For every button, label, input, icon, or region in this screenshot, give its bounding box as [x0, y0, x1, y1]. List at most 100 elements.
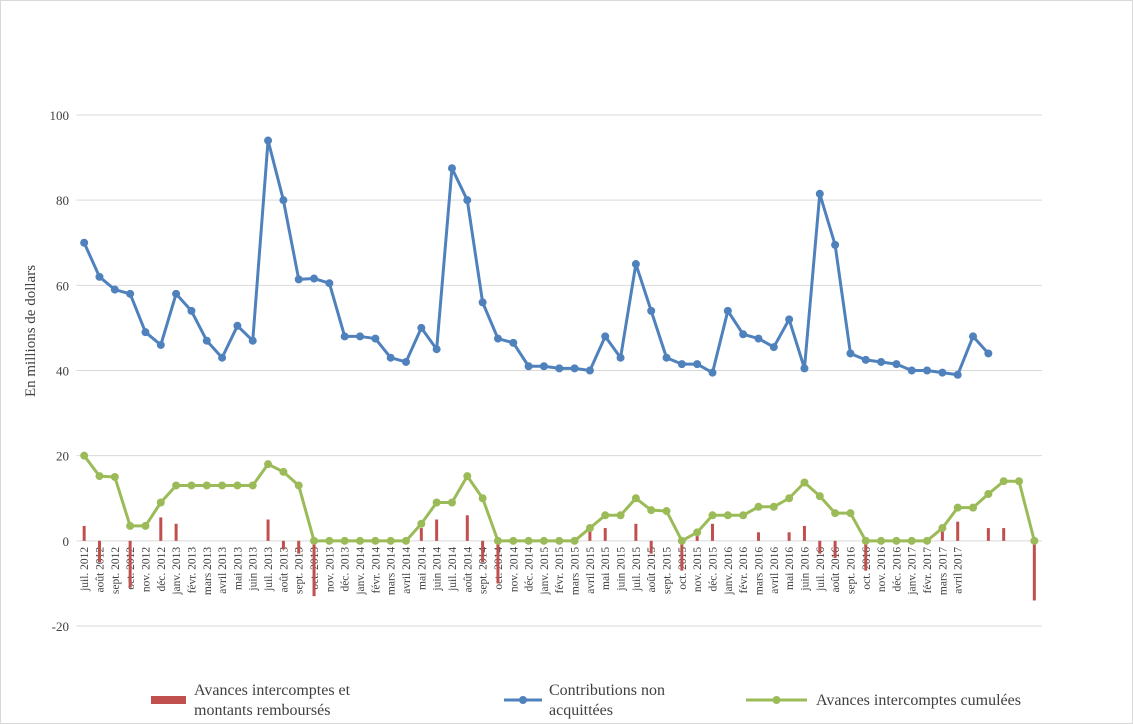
marker [555, 364, 564, 373]
bar [419, 528, 423, 541]
x-tick-label: févr. 2014 [370, 547, 382, 594]
bar [695, 532, 699, 541]
marker [524, 536, 533, 545]
x-tick-label: mai 2015 [600, 547, 612, 590]
marker [463, 196, 472, 205]
marker [187, 481, 196, 490]
bar [940, 528, 944, 541]
x-tick-label: juil. 2014 [447, 547, 459, 592]
marker [708, 368, 717, 377]
marker [754, 334, 763, 343]
legend-label: Avances intercomptes cumulées [816, 692, 1021, 709]
x-tick-label: janv. 2016 [723, 547, 735, 596]
bar [174, 523, 178, 541]
marker [509, 338, 518, 347]
x-tick-label: déc. 2014 [524, 547, 536, 592]
bar [297, 540, 301, 554]
marker [570, 536, 579, 545]
x-tick-label: juin 2014 [432, 547, 444, 592]
marker [126, 521, 135, 530]
bar [603, 528, 607, 541]
marker [831, 240, 840, 249]
marker [647, 506, 656, 515]
marker [371, 334, 380, 343]
marker [815, 189, 824, 198]
marker [631, 494, 640, 503]
x-tick-label: nov. 2014 [508, 547, 520, 593]
marker [923, 536, 932, 545]
marker [861, 355, 870, 364]
marker [647, 306, 656, 315]
x-tick-label: août 2016 [830, 547, 842, 593]
marker [371, 536, 380, 545]
x-tick-label: janv. 2014 [355, 547, 367, 596]
marker [601, 511, 610, 520]
x-tick-label: sept. 2014 [478, 547, 490, 595]
marker [233, 321, 242, 330]
bar [97, 540, 101, 563]
bar [82, 525, 86, 541]
bar [435, 519, 439, 541]
y-tick-label: 80 [56, 193, 69, 208]
x-tick-label: août 2015 [646, 547, 658, 593]
marker [248, 336, 257, 345]
marker [677, 536, 686, 545]
marker [95, 472, 104, 481]
y-tick-label: 0 [63, 534, 70, 549]
marker [723, 306, 732, 315]
marker [141, 521, 150, 530]
marker [539, 536, 548, 545]
y-tick-label: 100 [50, 108, 70, 123]
marker [126, 289, 135, 298]
marker [570, 364, 579, 373]
bar [266, 519, 270, 541]
bar [711, 523, 715, 541]
bar [986, 528, 990, 541]
marker [141, 328, 150, 337]
marker [739, 511, 748, 520]
x-tick-label: févr. 2016 [738, 547, 750, 594]
legend-label: Avances intercomptes et montants rembour… [194, 682, 351, 719]
marker [509, 536, 518, 545]
marker [80, 238, 89, 247]
marker [463, 472, 472, 481]
x-tick-label: févr. 2017 [922, 547, 934, 594]
bar [496, 540, 500, 584]
marker [447, 164, 456, 173]
marker [769, 343, 778, 352]
x-tick-label: nov. 2015 [692, 547, 704, 593]
marker [340, 332, 349, 341]
x-tick-label: déc. 2013 [340, 547, 352, 592]
marker [233, 481, 242, 490]
marker [340, 536, 349, 545]
bar [159, 517, 163, 541]
bar [864, 540, 868, 571]
marker [156, 340, 165, 349]
x-tick-label: nov. 2013 [324, 547, 336, 593]
legend-label: Contributions non acquittées [549, 682, 666, 719]
marker [401, 536, 410, 545]
marker [662, 507, 671, 516]
marker [708, 511, 717, 520]
legend-marker [519, 696, 527, 704]
x-tick-label: sept. 2015 [662, 547, 674, 595]
x-tick-label: mars 2014 [386, 547, 398, 595]
x-tick-label: févr. 2015 [554, 547, 566, 594]
legend-marker [772, 696, 781, 704]
x-tick-label: août 2014 [462, 547, 474, 593]
marker [800, 478, 809, 487]
marker [846, 349, 855, 358]
bar [756, 532, 760, 541]
x-tick-label: févr. 2013 [186, 547, 198, 594]
marker [539, 362, 548, 371]
x-tick-label: mai 2014 [416, 547, 428, 590]
x-tick-label: avril 2016 [769, 547, 781, 594]
marker [662, 353, 671, 362]
marker [785, 494, 794, 503]
x-tick-label: avril 2015 [585, 547, 597, 594]
marker [907, 536, 916, 545]
marker [386, 536, 395, 545]
marker [953, 370, 962, 379]
bar [588, 528, 592, 541]
